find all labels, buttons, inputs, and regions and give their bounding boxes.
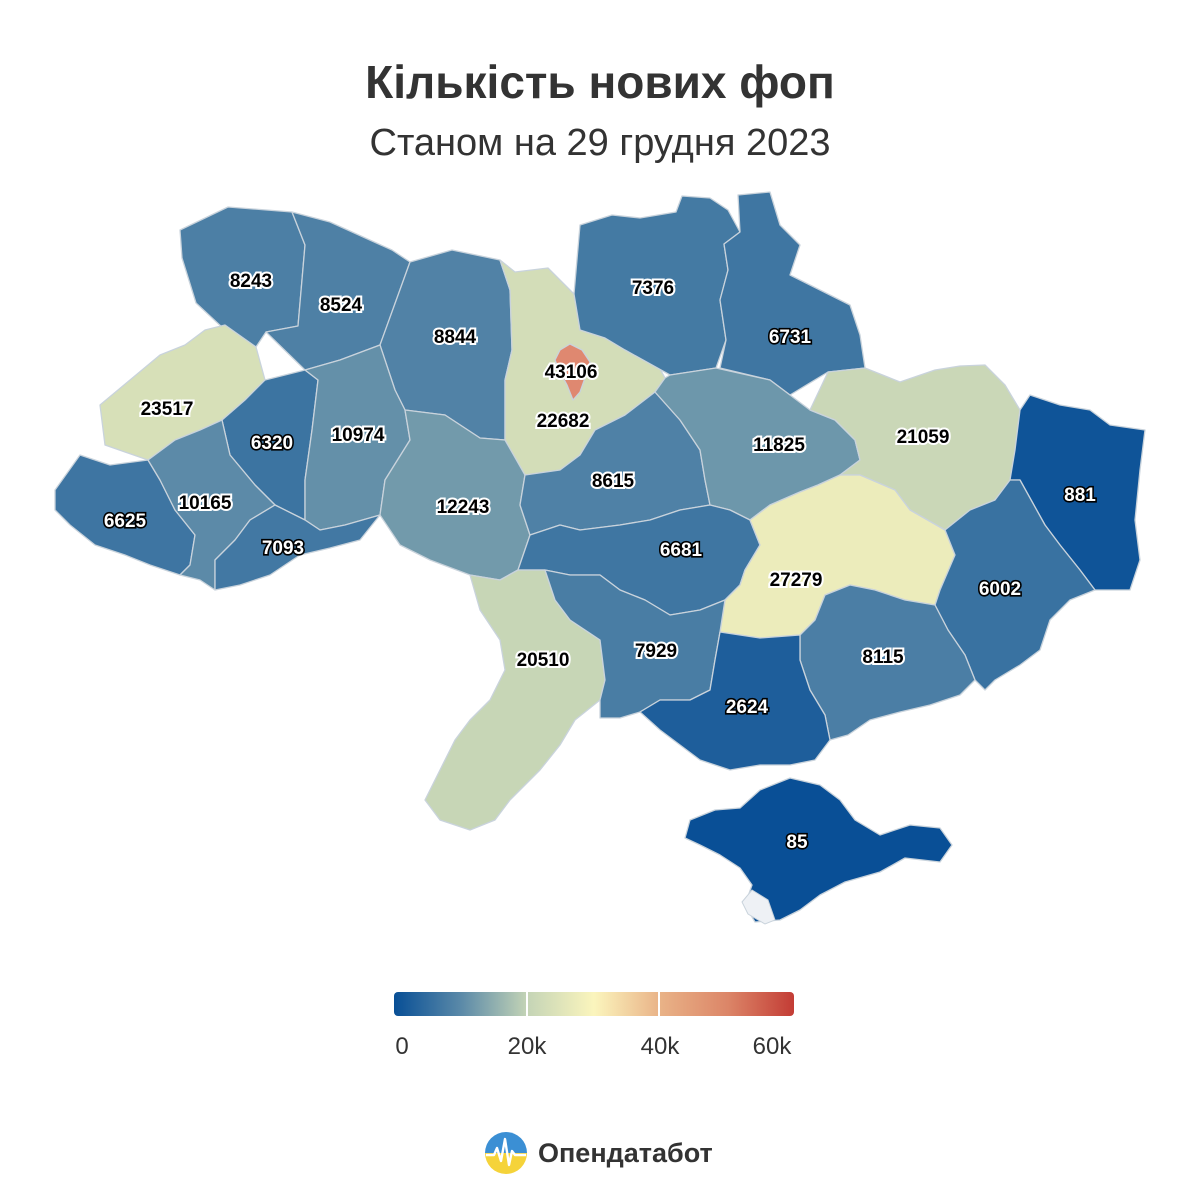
region-value-label-kherson: 2624: [726, 697, 769, 718]
region-value-label-zaporizhzhia: 8115: [862, 647, 904, 668]
region-value-label-khmelnytskyi: 10974: [332, 425, 385, 446]
region-value-label-sumy: 6731: [769, 327, 812, 348]
region-value-label-lviv: 23517: [141, 399, 194, 420]
region-value-label-cherkasy: 8615: [592, 471, 635, 492]
legend-divider: [526, 992, 528, 1016]
brand: Опендатабот: [484, 1130, 713, 1176]
ukraine-choropleth-map: 8243 8524 8844 22682 43106 7376 6731 23517 6320 1…: [54, 191, 1146, 925]
opendatabot-logo-icon: [485, 1132, 527, 1174]
region-value-label-donetsk: 6002: [979, 579, 1021, 600]
region-value-label-rivne: 8524: [320, 295, 363, 316]
region-crimea: [684, 777, 953, 923]
region-value-label-chernihiv: 7376: [632, 278, 674, 299]
region-value-label-luhansk: 881: [1064, 485, 1096, 506]
region-value-label-chernivtsi: 7093: [262, 538, 304, 559]
legend-divider: [658, 992, 660, 1016]
region-value-label-mykolaiv: 7929: [635, 641, 677, 662]
region-value-label-kirovohrad: 6681: [660, 540, 703, 561]
region-value-label-crimea: 85: [786, 832, 808, 853]
map-subtitle: Станом на 29 грудня 2023: [369, 122, 831, 164]
region-sumy: [719, 191, 866, 396]
region-value-label-zakarpattia: 6625: [104, 511, 147, 532]
legend-label-0: 0: [395, 1033, 409, 1060]
legend-label-40k: 40k: [640, 1033, 680, 1060]
region-kherson: [639, 631, 831, 771]
region-value-label-ternopil: 6320: [251, 433, 293, 454]
region-value-label-odesa: 20510: [517, 650, 570, 671]
region-value-label-kharkiv: 21059: [897, 427, 950, 448]
map-title: Кількість нових фоп: [365, 56, 835, 108]
region-chernivtsi: [214, 504, 381, 591]
legend-label-20k: 20k: [507, 1033, 547, 1060]
region-value-label-kyiv-oblast: 22682: [537, 411, 590, 432]
region-value-label-kyiv-city: 43106: [545, 362, 598, 383]
region-value-label-volyn: 8243: [230, 271, 272, 292]
legend-label-60k: 60k: [752, 1033, 792, 1060]
region-value-label-poltava: 11825: [753, 435, 805, 456]
region-value-label-ivano-frankivsk: 10165: [179, 493, 232, 514]
legend-color-bar: [394, 992, 794, 1016]
sevastopol-area: [741, 889, 776, 925]
region-value-label-vinnytsia: 12243: [437, 497, 490, 518]
brand-name: Опендатабот: [538, 1137, 713, 1168]
region-kyiv-city: [554, 343, 591, 401]
region-value-label-dnipropetrovsk: 27279: [770, 570, 823, 591]
region-value-label-zhytomyr: 8844: [434, 327, 477, 348]
